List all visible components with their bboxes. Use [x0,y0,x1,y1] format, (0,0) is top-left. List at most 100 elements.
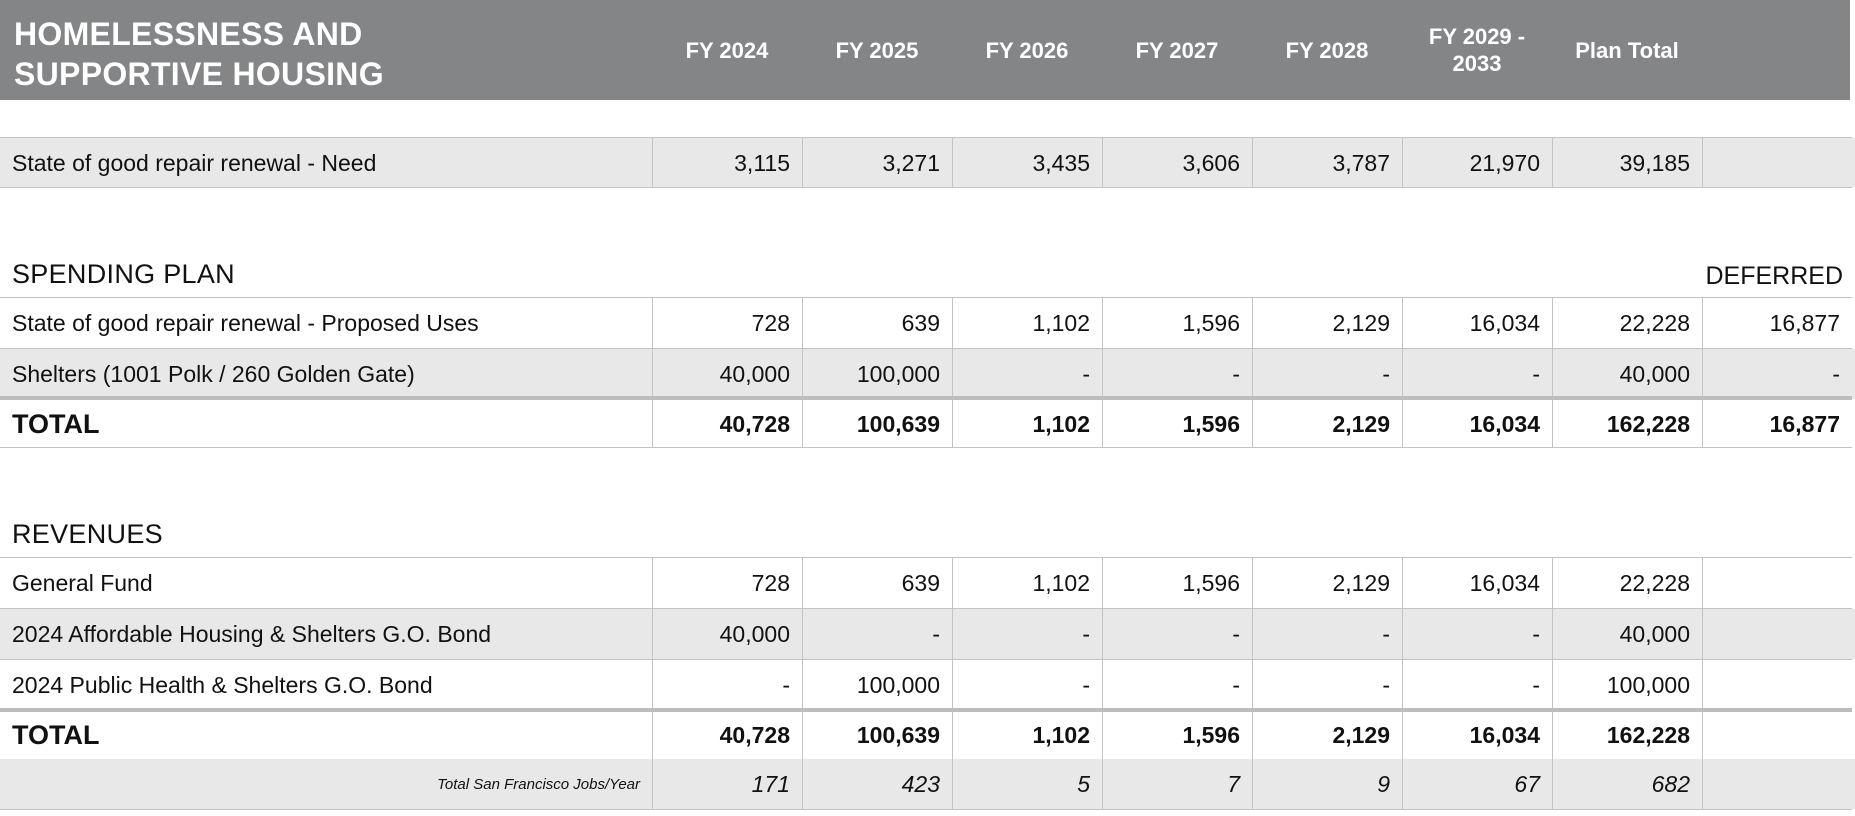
heading-line-1: HOMELESSNESS AND [14,16,363,52]
cell-plan-total: 40,000 [1552,349,1702,399]
cell-fy2028: - [1252,609,1402,659]
column-header-fy2027: FY 2027 [1135,37,1219,63]
cell-fy2027: 3,606 [1102,138,1252,188]
jobs-label: Total San Francisco Jobs/Year [437,775,640,793]
cell-fy2027: - [1102,349,1252,399]
row-label: General Fund [12,569,153,596]
row-label: Shelters (1001 Polk / 260 Golden Gate) [12,360,415,387]
divider [0,187,1852,188]
cell-fy2025: 423 [802,759,952,809]
cell-fy2026: - [952,609,1102,659]
row-label: 2024 Affordable Housing & Shelters G.O. … [12,620,492,647]
cell-fy2027: 1,596 [1102,558,1252,608]
cell-fy2029-2033: 16,034 [1402,712,1552,759]
cell-fy2024: 728 [652,298,802,348]
cell-fy2027: 7 [1102,759,1252,809]
cell-plan-total: 22,228 [1552,298,1702,348]
section-heading: HOMELESSNESS AND SUPPORTIVE HOUSING [14,14,384,94]
cell-fy2026: 1,102 [952,558,1102,608]
cell-deferred [1702,558,1852,608]
cell-fy2024: 40,728 [652,400,802,448]
cell-fy2026: 1,102 [952,400,1102,448]
cell-fy2028: 3,787 [1252,138,1402,188]
cell-fy2025: - [802,609,952,659]
revenue-row-public-health-bond: 2024 Public Health & Shelters G.O. Bond … [0,660,1855,710]
divider [0,447,1852,448]
cell-fy2028: 2,129 [1252,712,1402,759]
row-label: State of good repair renewal - Need [12,149,377,176]
cell-fy2025: 100,000 [802,349,952,399]
cell-fy2029-2033: - [1402,660,1552,710]
cell-fy2027: 1,596 [1102,400,1252,448]
cell-fy2027: - [1102,660,1252,710]
cell-fy2025: 100,639 [802,712,952,759]
revenues-title: REVENUES [12,519,163,549]
cell-fy2025: 639 [802,298,952,348]
cell-fy2026: 5 [952,759,1102,809]
cell-fy2029-2033: 16,034 [1402,558,1552,608]
spending-row-proposed-uses: State of good repair renewal - Proposed … [0,298,1855,348]
cell-plan-total: 682 [1552,759,1702,809]
cell-fy2029-2033: 16,034 [1402,400,1552,448]
deferred-column-header: DEFERRED [1705,262,1843,290]
divider [0,297,1852,298]
cell-plan-total: 39,185 [1552,138,1702,188]
cell-deferred: 16,877 [1702,298,1852,348]
spending-total-row: TOTAL 40,728 100,639 1,102 1,596 2,129 1… [0,400,1855,448]
cell-fy2024: 40,000 [652,349,802,399]
column-header-fy2024: FY 2024 [685,37,769,63]
revenue-row-affordable-housing-bond: 2024 Affordable Housing & Shelters G.O. … [0,609,1855,659]
spending-plan-title: SPENDING PLAN [12,259,235,289]
cell-fy2024: 728 [652,558,802,608]
cell-fy2027: 1,596 [1102,712,1252,759]
column-header-plan-total: Plan Total [1575,37,1679,63]
cell-deferred [1702,660,1852,710]
divider [0,137,1852,138]
cell-fy2026: - [952,660,1102,710]
cell-fy2024: 40,000 [652,609,802,659]
cell-fy2028: 2,129 [1252,558,1402,608]
cell-fy2029-2033: 16,034 [1402,298,1552,348]
cell-plan-total: 40,000 [1552,609,1702,659]
cell-fy2025: 639 [802,558,952,608]
divider [0,557,1852,558]
cell-fy2026: 3,435 [952,138,1102,188]
table-header: HOMELESSNESS AND SUPPORTIVE HOUSING FY 2… [0,0,1850,100]
total-divider [0,708,1852,712]
jobs-row: Total San Francisco Jobs/Year 171 423 5 … [0,759,1855,809]
divider [0,809,1852,810]
cell-fy2025: 3,271 [802,138,952,188]
cell-fy2026: - [952,349,1102,399]
cell-fy2024: - [652,660,802,710]
cell-deferred: 16,877 [1702,400,1852,448]
total-divider [0,396,1852,400]
cell-fy2025: 100,639 [802,400,952,448]
cell-plan-total: 100,000 [1552,660,1702,710]
row-label: 2024 Public Health & Shelters G.O. Bond [12,671,433,698]
cell-fy2024: 3,115 [652,138,802,188]
need-row: State of good repair renewal - Need 3,11… [0,138,1855,188]
cell-deferred [1702,712,1852,759]
cell-fy2024: 40,728 [652,712,802,759]
cell-fy2029-2033: - [1402,349,1552,399]
cell-deferred [1702,609,1852,659]
cell-fy2028: 2,129 [1252,400,1402,448]
row-label: State of good repair renewal - Proposed … [12,309,479,336]
cell-fy2028: 2,129 [1252,298,1402,348]
divider [0,348,1852,349]
cell-deferred: - [1702,349,1852,399]
cell-fy2027: - [1102,609,1252,659]
cell-fy2029-2033: 67 [1402,759,1552,809]
spending-row-shelters: Shelters (1001 Polk / 260 Golden Gate) 4… [0,349,1855,399]
cell-fy2026: 1,102 [952,298,1102,348]
cell-fy2028: - [1252,349,1402,399]
cell-fy2028: - [1252,660,1402,710]
cell-plan-total: 22,228 [1552,558,1702,608]
total-label: TOTAL [12,408,100,439]
revenue-row-general-fund: General Fund 728 639 1,102 1,596 2,129 1… [0,558,1855,608]
column-header-fy2025: FY 2025 [835,37,919,63]
heading-line-2: SUPPORTIVE HOUSING [14,56,384,92]
cell-deferred [1702,138,1852,188]
revenue-total-row: TOTAL 40,728 100,639 1,102 1,596 2,129 1… [0,712,1855,759]
